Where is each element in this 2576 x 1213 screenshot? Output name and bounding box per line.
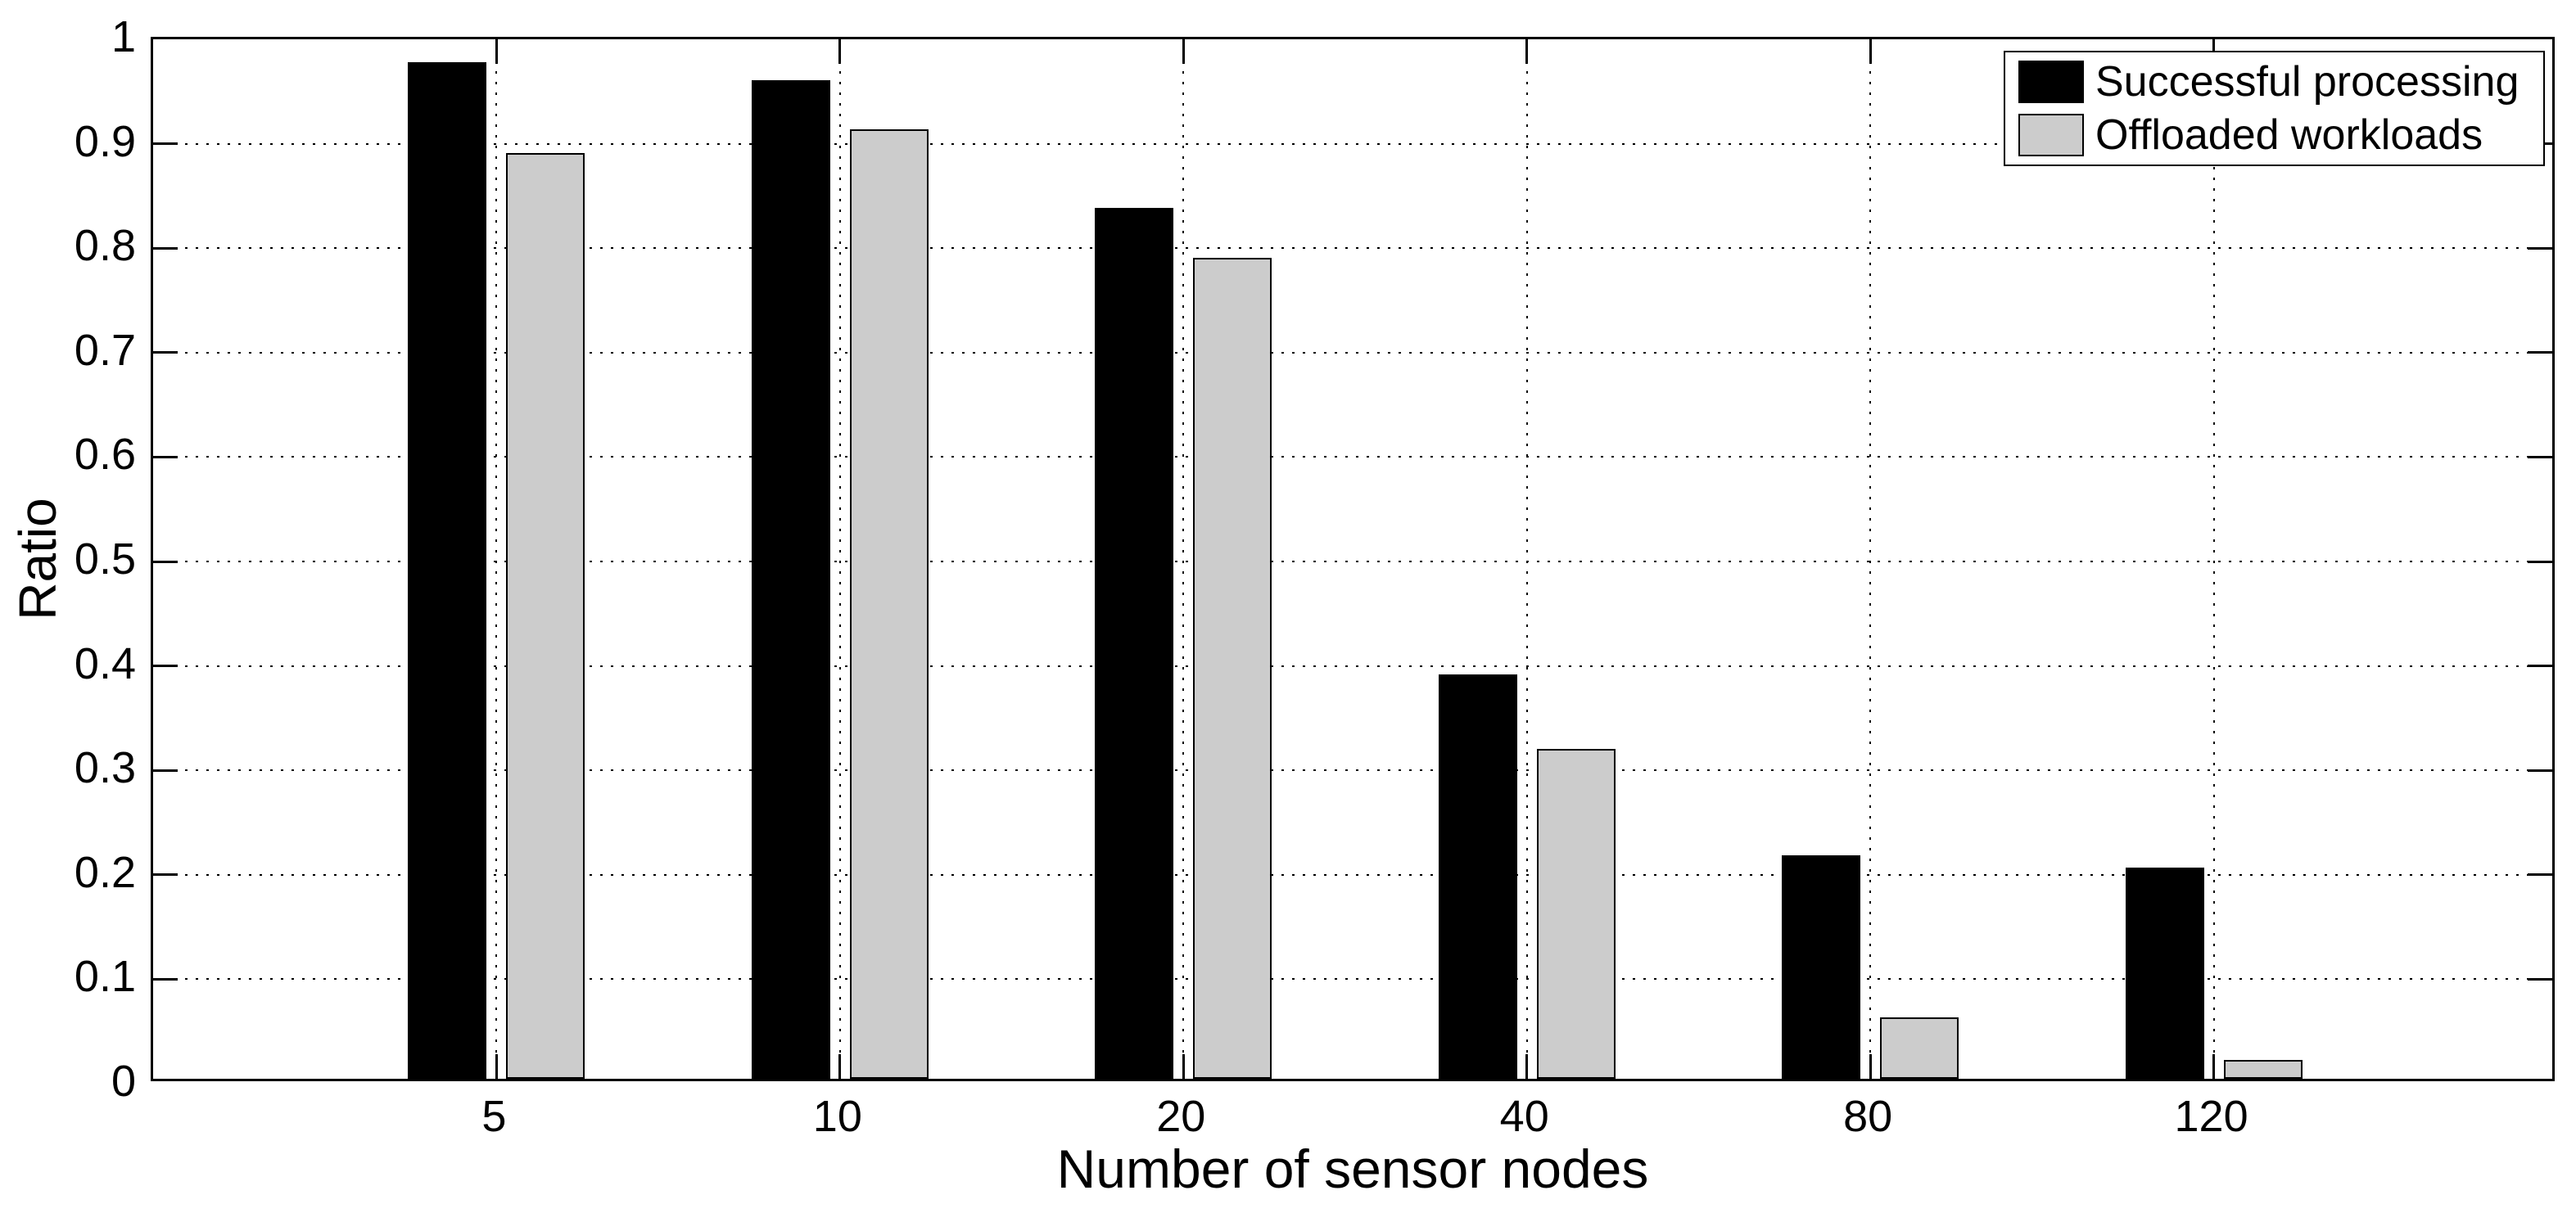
legend-swatch-offloaded-workloads	[2018, 114, 2084, 156]
x-axis-label: Number of sensor nodes	[1056, 1139, 1649, 1199]
y-tick-label: 0.1	[74, 952, 136, 1002]
horizontal-gridline	[153, 351, 2552, 354]
y-tick-label: 0.5	[74, 534, 136, 584]
horizontal-gridline	[153, 978, 2552, 981]
x-axis-tick-top	[1525, 39, 1529, 64]
plot-area	[151, 37, 2555, 1081]
bar-offloaded-workloads-5	[506, 153, 585, 1079]
vertical-gridline	[495, 39, 498, 1079]
vertical-gridline	[1525, 39, 1528, 1079]
y-tick-label: 1	[111, 12, 136, 61]
x-axis-tick-bottom	[1182, 1054, 1185, 1079]
bar-successful-processing-80	[1782, 855, 1861, 1079]
x-tick-label: 20	[1156, 1092, 1206, 1141]
x-tick-label: 80	[1843, 1092, 1893, 1141]
y-axis-tick-right	[2528, 455, 2552, 458]
bar-successful-processing-40	[1438, 674, 1517, 1079]
bar-successful-processing-20	[1095, 208, 1174, 1079]
x-axis-tick-bottom	[1525, 1054, 1529, 1079]
x-axis-tick-top	[495, 39, 498, 64]
x-axis-tick-top	[1869, 39, 1872, 64]
y-tick-label: 0.7	[74, 325, 136, 375]
y-tick-label: 0.4	[74, 638, 136, 688]
y-axis-tick-left	[153, 560, 178, 563]
horizontal-gridline	[153, 456, 2552, 458]
x-tick-label: 5	[481, 1092, 507, 1141]
y-tick-label: 0.8	[74, 221, 136, 271]
x-tick-label: 40	[1499, 1092, 1549, 1141]
bar-successful-processing-10	[751, 80, 830, 1079]
bar-successful-processing-120	[2125, 868, 2204, 1079]
y-tick-label: 0.9	[74, 116, 136, 166]
bar-successful-processing-5	[408, 62, 487, 1079]
legend: Successful processing Offloaded workloads	[2004, 51, 2545, 166]
bar-offloaded-workloads-10	[849, 129, 929, 1079]
legend-row: Offloaded workloads	[2018, 114, 2543, 156]
y-tick-label: 0.6	[74, 430, 136, 480]
horizontal-gridline	[153, 769, 2552, 772]
y-axis-tick-right	[2528, 977, 2552, 981]
horizontal-gridline	[153, 247, 2552, 250]
x-axis-tick-top	[1182, 39, 1185, 64]
x-tick-label: 120	[2174, 1092, 2248, 1141]
y-axis-tick-left	[153, 246, 178, 250]
y-axis-label: Ratio	[8, 498, 67, 620]
bar-offloaded-workloads-40	[1536, 749, 1616, 1079]
legend-label: Successful processing	[2095, 58, 2520, 106]
y-tick-label: 0.2	[74, 847, 136, 897]
legend-row: Successful processing	[2018, 61, 2543, 103]
horizontal-gridline	[153, 561, 2552, 562]
legend-label: Offloaded workloads	[2095, 111, 2483, 159]
y-axis-tick-left	[153, 455, 178, 458]
x-axis-tick-bottom	[2212, 1054, 2216, 1079]
horizontal-gridline	[153, 665, 2552, 667]
y-tick-label: 0	[111, 1057, 136, 1106]
y-axis-tick-left	[153, 142, 178, 146]
horizontal-gridline	[153, 142, 2552, 145]
y-axis-tick-right	[2528, 665, 2552, 668]
bar-offloaded-workloads-80	[1880, 1017, 1959, 1079]
y-tick-label: 0.3	[74, 743, 136, 793]
y-axis-tick-left	[153, 665, 178, 668]
vertical-gridline	[1869, 39, 1872, 1079]
vertical-gridline	[838, 39, 841, 1079]
x-tick-label: 10	[812, 1092, 862, 1141]
y-axis-tick-right	[2528, 873, 2552, 877]
y-axis-tick-left	[153, 351, 178, 354]
vertical-gridline	[2212, 39, 2215, 1079]
y-axis-tick-left	[153, 769, 178, 772]
y-axis-tick-right	[2528, 246, 2552, 250]
x-axis-tick-top	[838, 39, 842, 64]
x-axis-tick-bottom	[1869, 1054, 1872, 1079]
x-axis-tick-bottom	[495, 1054, 498, 1079]
y-axis-tick-left	[153, 977, 178, 981]
bar-offloaded-workloads-20	[1193, 258, 1272, 1079]
y-axis-tick-right	[2528, 560, 2552, 563]
vertical-gridline	[1182, 39, 1185, 1079]
y-axis-tick-left	[153, 873, 178, 877]
y-axis-tick-right	[2528, 351, 2552, 354]
legend-swatch-successful-processing	[2018, 61, 2084, 103]
bar-offloaded-workloads-120	[2223, 1060, 2303, 1079]
x-axis-tick-bottom	[838, 1054, 842, 1079]
y-axis-tick-right	[2528, 769, 2552, 772]
horizontal-gridline	[153, 873, 2552, 876]
